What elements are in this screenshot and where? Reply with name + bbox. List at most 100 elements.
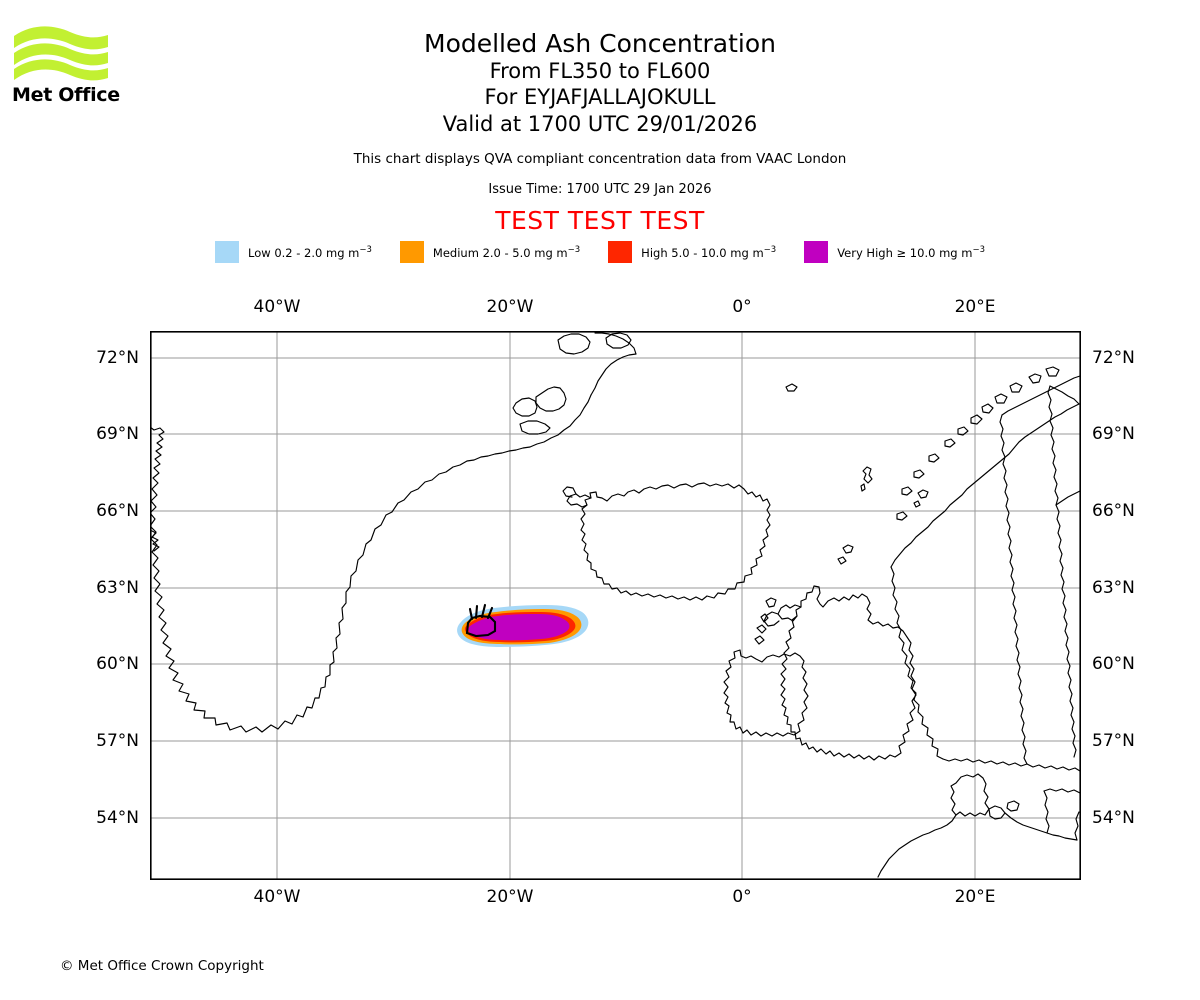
norway-coastal-island-b	[944, 438, 956, 448]
finland-russia-border	[1047, 385, 1077, 758]
lat-label-left-63n: 63°N	[96, 578, 139, 598]
denmark-jutland	[950, 773, 990, 817]
met-office-logo: Met Office	[12, 22, 122, 112]
orkney-islands	[842, 544, 854, 554]
lofoten-b	[994, 393, 1008, 404]
lat-label-right-63n: 63°N	[1092, 578, 1135, 598]
legend-label-high: High 5.0 - 10.0 mg m−3	[641, 244, 777, 260]
norway-north-coast	[1001, 375, 1081, 416]
logo-text: Met Office	[12, 84, 120, 106]
lat-label-right-69n: 69°N	[1092, 424, 1135, 444]
lat-label-right-66n: 66°N	[1092, 501, 1135, 521]
legend-label-medium: Medium 2.0 - 5.0 mg m−3	[432, 244, 581, 260]
title-volcano: For EYJAFJALLAJOKULL	[484, 85, 716, 110]
lon-label-bottom-20w: 20°W	[486, 887, 534, 907]
denmark-funen-area	[1006, 800, 1020, 812]
legend-label-low: Low 0.2 - 2.0 mg m−3	[248, 244, 372, 260]
lon-label-bottom-40w: 40°W	[253, 887, 301, 907]
sweden-east-coast	[999, 414, 1028, 765]
map-canvas	[150, 331, 1081, 880]
ireland	[723, 649, 809, 737]
lofoten-c	[981, 403, 994, 414]
title-block: Modelled Ash Concentration From FL350 to…	[0, 0, 1200, 236]
graticule	[150, 331, 1081, 880]
shetland-islands-b	[860, 483, 866, 492]
ash-plume	[457, 605, 589, 647]
norway-coastal-island-e	[901, 486, 913, 496]
norway-coastal-island-f	[896, 511, 908, 521]
lon-label-top-20w: 20°W	[486, 297, 534, 317]
legend-label-very-high: Very High ≥ 10.0 mg m−3	[837, 244, 985, 260]
outer-hebrides-b	[760, 613, 769, 623]
greenland-island-d	[557, 333, 591, 355]
legend-swatch-very-high	[804, 241, 829, 263]
legend-item-medium: Medium 2.0 - 5.0 mg m−3	[399, 241, 581, 263]
outer-hebrides-d	[754, 635, 765, 645]
map-border	[150, 331, 1081, 880]
legend-item-low: Low 0.2 - 2.0 mg m−3	[215, 241, 372, 263]
outer-hebrides-c	[756, 624, 767, 634]
north-sea-coast-continent	[877, 814, 957, 878]
jan-mayen	[785, 383, 798, 392]
lofoten-d	[970, 414, 983, 425]
outer-hebrides-a	[765, 597, 777, 608]
title-valid-time: Valid at 1700 UTC 29/01/2026	[442, 111, 758, 136]
title-flight-levels: From FL350 to FL600	[489, 59, 711, 83]
volcano-marker-icon	[465, 603, 497, 638]
norway-coastal-island-c	[928, 453, 940, 463]
lat-label-left-60n: 60°N	[96, 654, 139, 674]
ash-concentration-map[interactable]: 40°W 20°W 0° 20°E 40°W 20°W 0° 20°E 72°N…	[96, 297, 1135, 907]
page-title: Modelled Ash Concentration	[424, 29, 776, 58]
copyright-notice: © Met Office Crown Copyright	[60, 958, 264, 974]
lofoten-a	[1009, 382, 1023, 393]
iceland-westfjord-b	[562, 486, 577, 498]
norway-coastal-island-a	[957, 426, 969, 436]
lat-label-left-57n: 57°N	[96, 731, 139, 751]
chart-note: This chart displays QVA compliant concen…	[353, 151, 847, 168]
legend-swatch-high	[608, 241, 633, 263]
lon-label-top-40w: 40°W	[253, 297, 301, 317]
norway-coastal-island-d	[913, 469, 925, 479]
baltic-east-border	[1074, 811, 1080, 841]
lat-label-left-54n: 54°N	[96, 808, 139, 828]
lon-label-top-0: 0°	[732, 297, 752, 317]
lon-label-bottom-0: 0°	[732, 887, 752, 907]
orkney-islands-b	[837, 556, 847, 565]
lon-label-bottom-20e: 20°E	[954, 887, 996, 907]
test-banner: TEST TEST TEST	[495, 206, 705, 236]
shetland-islands	[862, 466, 873, 484]
issue-time: Issue Time: 1700 UTC 29 Jan 2026	[488, 182, 712, 198]
iceland-coastline	[580, 482, 771, 601]
greenland-inlet-a	[150, 529, 160, 552]
lat-label-right-72n: 72°N	[1092, 348, 1135, 368]
poland-east-border	[1043, 790, 1050, 834]
norway-island-a	[1028, 373, 1042, 384]
kola-coast	[1055, 490, 1081, 506]
baltic-south-coast	[1004, 812, 1078, 841]
norway-island-b	[1045, 366, 1060, 377]
norway-sweden-coast-south	[942, 758, 1028, 767]
legend-item-high: High 5.0 - 10.0 mg m−3	[608, 241, 776, 263]
baltic-north-coast	[1026, 763, 1081, 772]
great-britain	[780, 585, 917, 761]
concentration-legend: Low 0.2 - 2.0 mg m−3 Medium 2.0 - 5.0 mg…	[0, 241, 1200, 263]
greenland-east-coast	[150, 394, 592, 733]
denmark-zealand	[988, 805, 1006, 820]
greenland-island-a	[535, 386, 567, 412]
greenland-north-edge	[594, 332, 637, 355]
lat-label-left-72n: 72°N	[96, 348, 139, 368]
legend-swatch-low	[215, 241, 239, 263]
legend-item-very-high: Very High ≥ 10.0 mg m−3	[804, 241, 985, 263]
lat-label-right-54n: 54°N	[1092, 808, 1135, 828]
faroe-islands	[917, 489, 929, 499]
greenland-island-b	[512, 397, 538, 417]
greenland-island-e	[605, 332, 632, 349]
coastlines	[150, 332, 1081, 878]
iceland-westfjords	[566, 493, 592, 508]
lat-label-right-57n: 57°N	[1092, 731, 1135, 751]
norway-finnmark	[1049, 385, 1080, 405]
lithuania-latvia-border	[1043, 788, 1081, 794]
scotland-west-coast	[777, 604, 802, 622]
lon-label-top-20e: 20°E	[954, 297, 996, 317]
norway-west-coast	[890, 403, 1080, 568]
